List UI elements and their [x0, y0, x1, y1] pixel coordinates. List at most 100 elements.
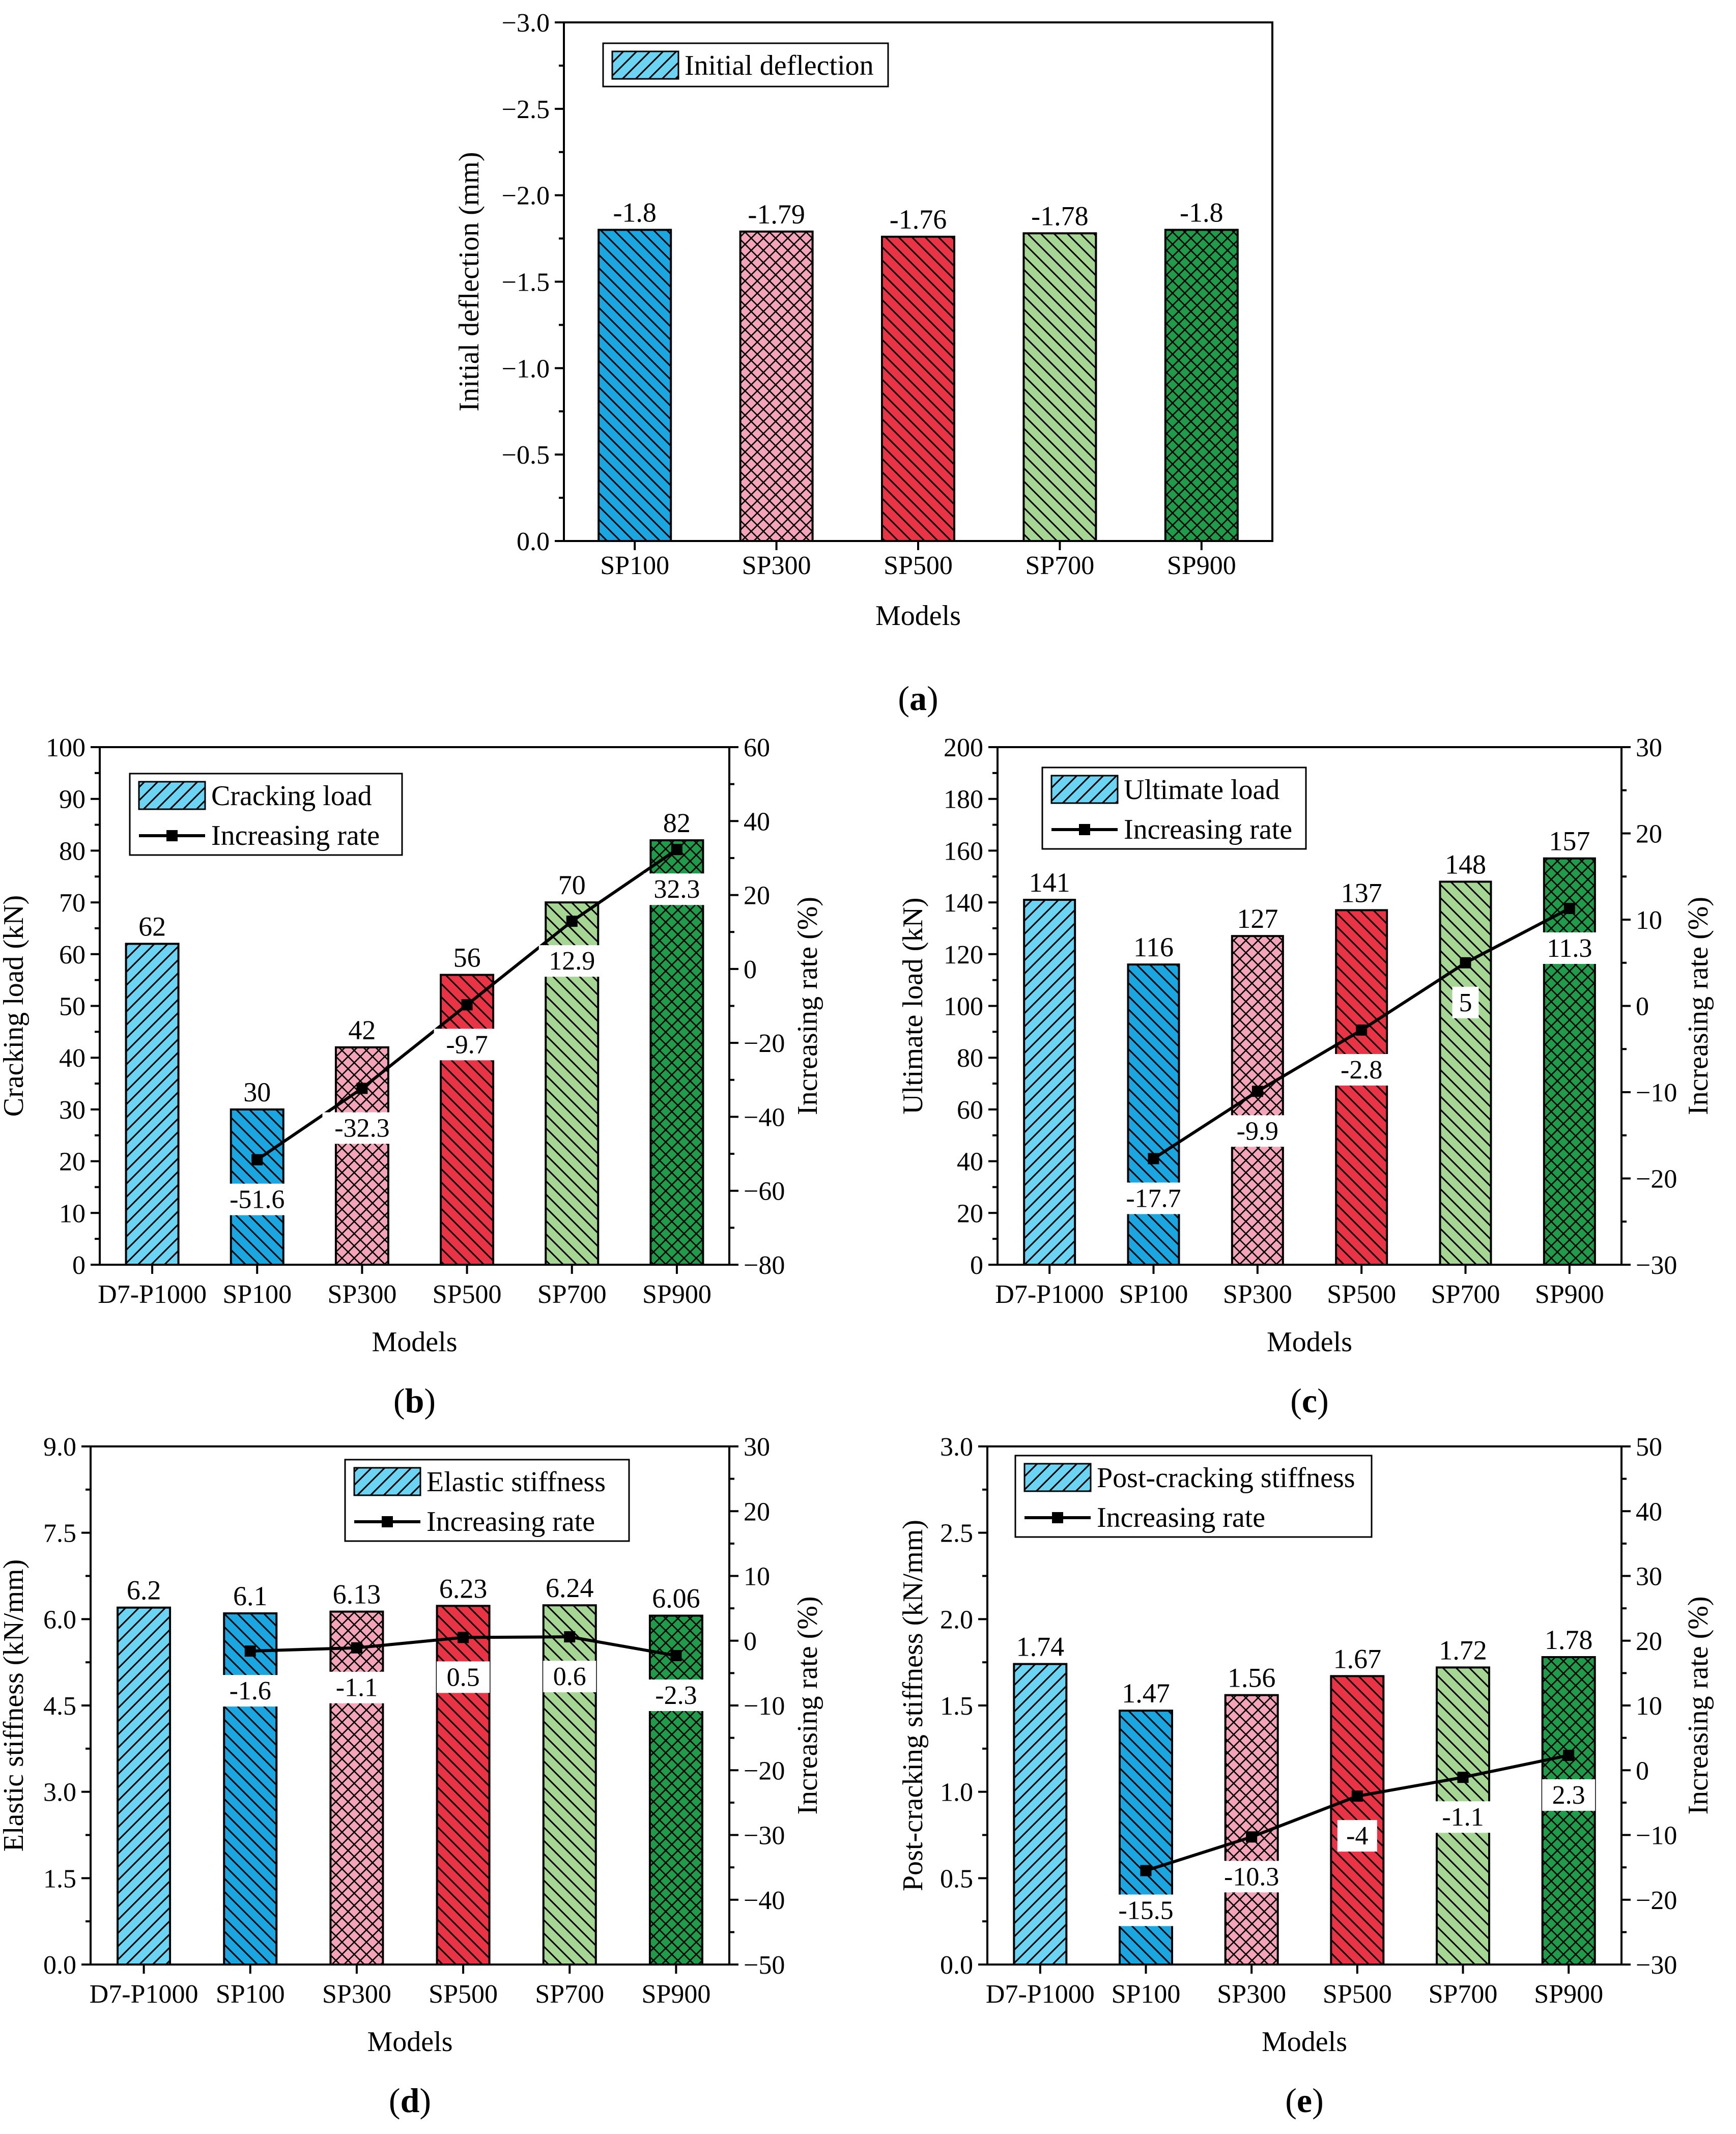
bar-value-label: 157: [1549, 826, 1590, 857]
legend-bar-swatch-hatch: [138, 781, 206, 810]
bar-value-label: -1.76: [890, 204, 947, 235]
rate-marker: [1351, 1790, 1363, 1802]
panel-letter-bold: d: [401, 2081, 420, 2120]
bar-value-label: 6.2: [127, 1575, 161, 1606]
y2-tick-label: 40: [744, 807, 770, 836]
rate-marker: [1140, 1865, 1152, 1876]
y2-axis-title: Increasing rate (%): [1683, 897, 1714, 1115]
panel-letter-bold: a: [909, 679, 927, 718]
y-tick-label: 9.0: [43, 1433, 76, 1462]
bar-value-label: -1.8: [613, 197, 656, 228]
bar-value-label: -1.79: [748, 199, 805, 230]
y-tick-label: 1.0: [940, 1778, 973, 1807]
bar-hatch-sp900: [648, 1614, 703, 1966]
rate-label-bg: [434, 1029, 500, 1061]
y2-tick-label: −60: [744, 1177, 785, 1206]
bar-value-label: 116: [1133, 932, 1174, 962]
y-tick-label: 180: [944, 785, 983, 814]
y2-tick-label: 20: [744, 1497, 770, 1526]
bar-hatch-d7-p1000: [1023, 899, 1076, 1266]
y-tick-label: −0.5: [502, 441, 550, 470]
rate-marker: [1563, 1749, 1575, 1761]
y2-tick-label: 0: [744, 955, 757, 984]
bar-hatch-sp900: [1164, 229, 1239, 543]
y-tick-label: 200: [944, 733, 983, 762]
x-tick-label: SP900: [1167, 551, 1236, 580]
bar-hatch-sp300: [1231, 935, 1284, 1266]
y-tick-label: 1.5: [43, 1864, 76, 1893]
rate-label-bg: [538, 945, 605, 977]
bar-value-label: -1.8: [1180, 197, 1223, 228]
rate-value-label: -2.3: [655, 1681, 697, 1710]
legend-line-marker: [1079, 824, 1090, 835]
chart-initial-deflection: -1.8 -1.79 -1.76 -1.78 -1.8 0.0 −0.5 −1.0 −1.5 −2…: [453, 9, 1273, 718]
y2-tick-label: −40: [744, 1886, 785, 1915]
rate-marker: [251, 1154, 263, 1165]
bar-hatch-sp100: [223, 1612, 278, 1966]
panel-label: (e): [1285, 2081, 1324, 2120]
bar-value-label: 127: [1237, 903, 1278, 934]
y-tick-label: 0: [72, 1251, 86, 1280]
y2-tick-label: 10: [1636, 1692, 1662, 1721]
rate-label-bg: [1106, 1894, 1186, 1926]
rate-marker: [458, 1632, 469, 1643]
y-tick-label: 0.0: [517, 527, 550, 556]
bar-value-label: 1.72: [1439, 1635, 1487, 1665]
legend-line-label: Increasing rate: [1097, 1502, 1265, 1533]
y-tick-label: 100: [46, 733, 86, 762]
panel-paren-close: ): [927, 679, 938, 718]
rate-label-bg: [217, 1183, 297, 1215]
y2-tick-label: 40: [1636, 1497, 1662, 1526]
x-tick-label: SP900: [642, 1280, 712, 1309]
y2-tick-label: 10: [744, 1562, 770, 1591]
y-tick-label: 30: [59, 1096, 86, 1125]
x-axis-title: Models: [372, 1326, 458, 1358]
bar-value-label: 1.56: [1228, 1663, 1276, 1693]
y2-tick-label: −30: [744, 1822, 785, 1851]
panel-paren-open: (: [389, 2081, 401, 2120]
y-tick-label: 70: [59, 889, 86, 918]
y2-tick-label: −20: [744, 1756, 785, 1785]
legend-bar-swatch-hatch: [353, 1467, 421, 1496]
rate-value-label: 5: [1459, 988, 1472, 1017]
y-tick-label: −2.0: [502, 182, 550, 211]
y2-tick-label: −20: [1636, 1886, 1677, 1915]
rate-value-label: -9.9: [1237, 1117, 1278, 1146]
x-tick-label: SP300: [742, 551, 811, 580]
x-tick-label: SP100: [222, 1280, 292, 1309]
panel-letter-bold: c: [1302, 1381, 1317, 1420]
y-tick-label: 60: [59, 941, 86, 970]
rate-value-label: -9.7: [446, 1030, 488, 1059]
rate-marker: [356, 1083, 368, 1094]
x-tick-label: SP300: [322, 1980, 391, 2009]
panel-paren-close: ): [1317, 1381, 1329, 1420]
y-tick-label: 0.0: [940, 1951, 973, 1980]
panel-label: (b): [393, 1381, 436, 1420]
bar-hatch-sp100: [597, 229, 672, 543]
rate-marker: [1563, 902, 1575, 914]
y2-tick-label: 0: [1636, 992, 1649, 1021]
x-tick-label: SP300: [327, 1280, 396, 1309]
rate-label-bg: [643, 873, 710, 905]
rate-value-label: -51.6: [230, 1185, 284, 1214]
y-tick-label: −2.5: [502, 95, 550, 124]
bar-value-label: 1.74: [1016, 1632, 1065, 1662]
y2-tick-label: −30: [1636, 1951, 1677, 1980]
y2-tick-label: −10: [744, 1692, 785, 1721]
bar-value-label: -1.78: [1031, 201, 1088, 231]
rate-label-bg: [1328, 1054, 1395, 1086]
y2-tick-label: −20: [1636, 1165, 1677, 1194]
x-tick-label: SP300: [1223, 1280, 1292, 1309]
bar-value-label: 6.1: [233, 1581, 268, 1611]
x-tick-label: SP700: [1429, 1980, 1498, 2009]
x-axis-title: Models: [875, 600, 961, 632]
rate-value-label: -10.3: [1224, 1862, 1279, 1891]
rate-label-bg: [1452, 986, 1479, 1018]
rate-label-bg: [437, 1661, 490, 1693]
y-tick-label: 2.5: [940, 1519, 973, 1548]
rate-marker: [351, 1642, 362, 1654]
y2-tick-label: 30: [744, 1433, 770, 1462]
legend-bar-label: Ultimate load: [1124, 774, 1279, 806]
bar-hatch-d7-p1000: [1013, 1663, 1068, 1966]
y2-tick-label: 30: [1636, 733, 1662, 762]
